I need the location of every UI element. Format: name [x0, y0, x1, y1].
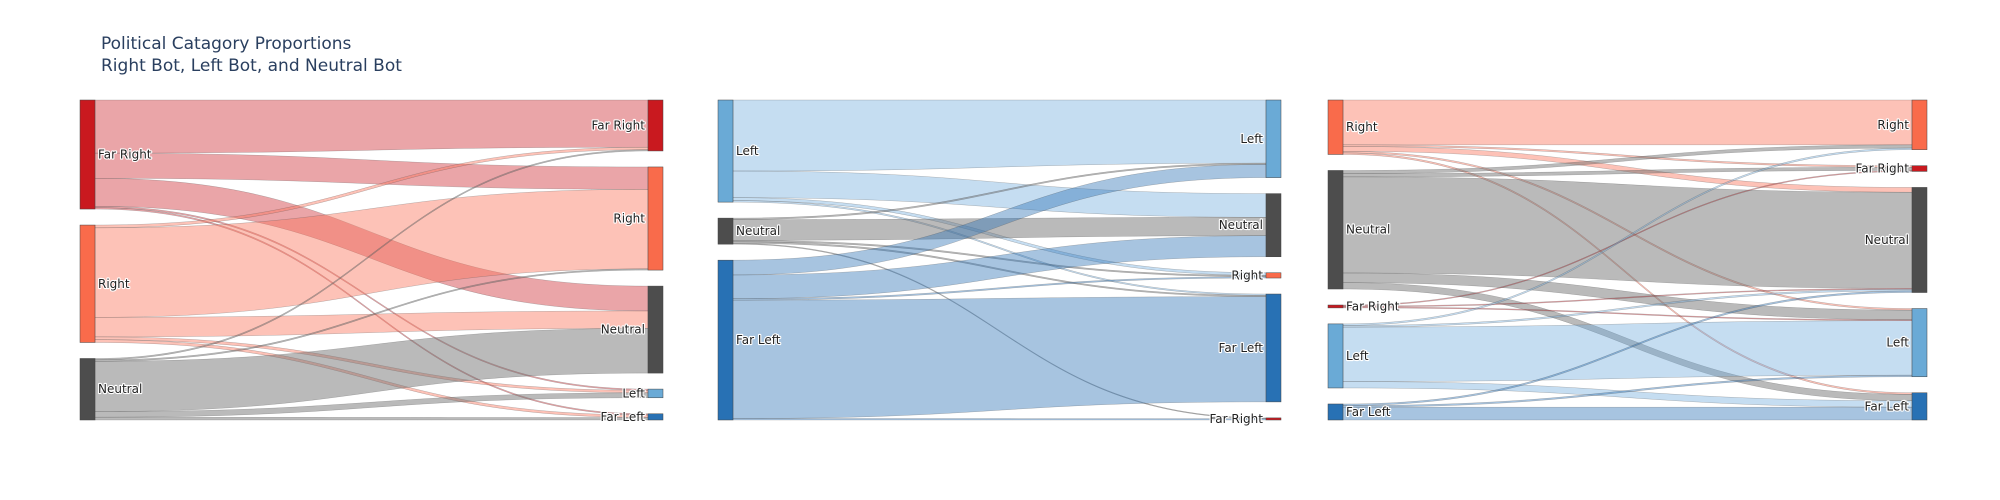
- source-node-neutral[interactable]: [79, 358, 96, 421]
- title-line-1: Political Catagory Proportions: [101, 34, 352, 54]
- link-neutral-to-far-left: [94, 417, 649, 421]
- source-node-label-neutral: Neutral: [736, 224, 780, 238]
- link-group: [732, 99, 1267, 421]
- source-node-label-far-left: Far Left: [1346, 405, 1391, 419]
- target-node-far-right[interactable]: [647, 99, 664, 152]
- target-node-label-far-left: Far Left: [601, 410, 646, 424]
- target-node-label-left: Left: [1886, 336, 1909, 350]
- source-node-column: Right Neutral Far Right Left Far Left: [1327, 99, 1401, 421]
- target-node-label-far-left: Far Left: [1865, 399, 1910, 413]
- source-node-label-right: Right: [1346, 120, 1378, 134]
- source-node-neutral[interactable]: [1327, 170, 1344, 290]
- link-right-to-right: [1342, 99, 1913, 146]
- target-node-column: Far Right Right Neutral Left Far Left: [590, 99, 664, 425]
- source-node-far-left[interactable]: [717, 259, 734, 421]
- source-node-far-right[interactable]: [79, 99, 96, 210]
- source-node-right[interactable]: [1327, 99, 1344, 155]
- link-far-left-to-far-left: [1342, 407, 1913, 421]
- target-node-neutral[interactable]: [647, 285, 664, 374]
- source-node-label-right: Right: [98, 277, 130, 291]
- title-line-2: Right Bot, Left Bot, and Neutral Bot: [101, 56, 402, 76]
- target-node-label-right: Right: [1231, 268, 1263, 282]
- figure-title: Political Catagory Proportions Right Bot…: [101, 34, 402, 76]
- target-node-label-neutral: Neutral: [601, 323, 645, 337]
- link-left-to-left: [732, 99, 1267, 172]
- source-node-label-far-right: Far Right: [98, 148, 152, 162]
- target-node-column: Right Far Right Neutral Left Far Left: [1854, 99, 1928, 421]
- source-node-neutral[interactable]: [717, 217, 734, 245]
- source-node-label-far-left: Far Left: [736, 333, 781, 347]
- target-node-left[interactable]: [1911, 308, 1928, 378]
- source-node-left[interactable]: [717, 99, 734, 203]
- sankey-left-bot: Left Neutral Far Left Left Neutral Right Far L…: [717, 99, 1282, 427]
- source-node-label-left: Left: [1346, 349, 1369, 363]
- target-node-label-far-right: Far Right: [1209, 412, 1263, 426]
- target-node-label-left: Left: [622, 386, 645, 400]
- target-node-label-left: Left: [1240, 132, 1263, 146]
- source-node-label-left: Left: [736, 144, 759, 158]
- target-node-far-right[interactable]: [1911, 165, 1928, 172]
- target-node-label-far-left: Far Left: [1219, 341, 1264, 355]
- target-node-far-left[interactable]: [647, 413, 664, 421]
- source-node-left[interactable]: [1327, 323, 1344, 389]
- link-left-to-left: [1342, 320, 1913, 382]
- source-node-far-left[interactable]: [1327, 403, 1344, 421]
- target-node-neutral[interactable]: [1911, 187, 1928, 293]
- link-neutral-to-neutral: [1342, 176, 1913, 289]
- target-node-right[interactable]: [647, 166, 664, 271]
- target-node-right[interactable]: [1911, 99, 1928, 150]
- target-node-far-right[interactable]: [1265, 417, 1282, 421]
- source-node-column: Far Right Right Neutral: [79, 99, 153, 421]
- target-node-label-right: Right: [613, 212, 645, 226]
- source-node-label-neutral: Neutral: [98, 382, 142, 396]
- target-node-left[interactable]: [647, 388, 664, 399]
- source-node-right[interactable]: [79, 224, 96, 343]
- link-far-left-to-far-right: [732, 418, 1267, 421]
- link-group: [94, 99, 649, 421]
- sankey-right-bot: Far Right Right Neutral Far Right Right Neutr…: [79, 99, 664, 425]
- source-node-label-neutral: Neutral: [1346, 223, 1390, 237]
- target-node-left[interactable]: [1265, 99, 1282, 178]
- source-node-column: Left Neutral Far Left: [717, 99, 782, 421]
- target-node-label-far-right: Far Right: [591, 118, 645, 132]
- link-far-left-to-far-left: [732, 296, 1267, 419]
- sankey-diagrams: Far Right Right Neutral Far Right Right Neutr…: [79, 99, 1928, 427]
- source-node-label-far-right: Far Right: [1346, 299, 1400, 313]
- target-node-column: Left Neutral Right Far Left Far Right: [1208, 99, 1282, 427]
- target-node-label-neutral: Neutral: [1865, 233, 1909, 247]
- target-node-label-neutral: Neutral: [1219, 218, 1263, 232]
- target-node-far-left[interactable]: [1911, 392, 1928, 421]
- link-group: [1342, 99, 1913, 421]
- source-node-far-right[interactable]: [1327, 304, 1344, 309]
- target-node-far-left[interactable]: [1265, 293, 1282, 403]
- target-node-neutral[interactable]: [1265, 193, 1282, 258]
- target-node-label-far-right: Far Right: [1855, 162, 1909, 176]
- link-far-right-to-far-right: [94, 99, 649, 154]
- sankey-neutral-bot: Right Neutral Far Right Left Far Left Right Fa…: [1327, 99, 1928, 421]
- target-node-label-right: Right: [1877, 118, 1909, 132]
- target-node-right[interactable]: [1265, 272, 1282, 279]
